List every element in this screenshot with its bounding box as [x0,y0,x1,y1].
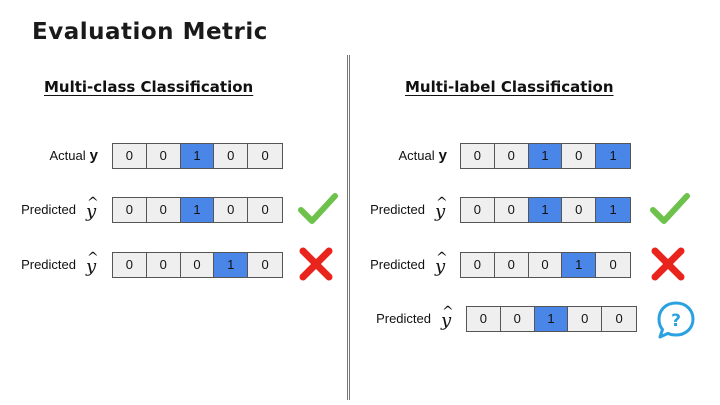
row-label-text: Predicted [376,311,431,326]
hat-accent: ^ [436,250,448,266]
vector-cell: 0 [146,198,181,222]
panel-divider [347,55,350,400]
hat-accent: ^ [87,195,99,211]
vector-cell: 0 [596,253,630,277]
predicted-y-hat-symbol: ^ y [435,250,448,280]
vector-cell: 0 [214,198,249,222]
question-bubble-icon: ? [655,300,697,345]
predicted-y-hat-symbol: ^ y [86,250,99,280]
vector-cell: 0 [180,253,215,277]
vector-cell: 0 [248,253,282,277]
predicted-y-hat-symbol: ^ y [86,195,99,225]
row-label-text: Predicted [370,202,425,217]
vector-cell: 1 [596,198,630,222]
page-title: Evaluation Metric [32,19,268,45]
y-letter: y [441,310,452,331]
vector-cell: 0 [494,253,529,277]
vector-cell: 0 [248,198,282,222]
row-label: Actual y [50,143,98,169]
hat-accent: ^ [436,195,448,211]
vector-cell: 0 [467,307,501,331]
row-label-text: Predicted [370,257,425,272]
predicted-y-hat-symbol: ^ y [441,304,454,334]
vector-cell: 0 [461,198,495,222]
hat-accent: ^ [87,250,99,266]
vector-cell: 1 [528,144,563,168]
row-label: Predicted [21,252,76,278]
vector-cell: 0 [113,144,147,168]
actual-y-symbol: y [438,147,447,164]
row-label: Actual y [399,143,447,169]
vector-cell: 0 [494,198,529,222]
row-label: Predicted [21,197,76,223]
vector-cell: 0 [494,144,529,168]
vector-cell: 0 [146,144,181,168]
vector-cell: 0 [214,144,249,168]
vector-cell: 1 [596,144,630,168]
y-letter: y [435,256,446,277]
vector-cell: 0 [146,253,181,277]
vector-cell: 1 [180,144,215,168]
actual-y-symbol: y [89,147,98,164]
vector-cell: 0 [500,307,535,331]
vector-cell: 1 [528,198,563,222]
y-letter: y [86,201,97,222]
vector-cell: 1 [534,307,569,331]
svg-text:?: ? [671,311,681,331]
hat-accent: ^ [442,304,454,320]
vector-cell: 0 [568,307,603,331]
vector-cell: 0 [113,198,147,222]
vector-cell: 0 [248,144,282,168]
vector-cell: 0 [602,307,636,331]
section-title-multi-class: Multi-class Classification [44,78,254,96]
check-icon [298,191,338,230]
check-icon [650,191,690,230]
vector-cell: 0 [461,253,495,277]
cross-icon [298,246,334,287]
row-label-text: Predicted [21,202,76,217]
section-title-multi-label: Multi-label Classification [405,78,614,96]
vector-cell: 0 [562,198,597,222]
row-label: Predicted [370,197,425,223]
row-label: Predicted [370,252,425,278]
vector-cell: 0 [461,144,495,168]
vector-cell: 0 [113,253,147,277]
cross-icon [650,246,686,287]
row-label-text: Actual [49,148,86,163]
vector-cell: 1 [214,253,249,277]
y-letter: y [86,256,97,277]
vector-cell: 1 [180,198,215,222]
row-label: Predicted [376,306,431,332]
vector-cell: 0 [528,253,563,277]
vector-cell: 0 [562,144,597,168]
predicted-y-hat-symbol: ^ y [435,195,448,225]
row-label-text: Actual [398,148,435,163]
row-label-text: Predicted [21,257,76,272]
y-letter: y [435,201,446,222]
vector-cell: 1 [562,253,597,277]
